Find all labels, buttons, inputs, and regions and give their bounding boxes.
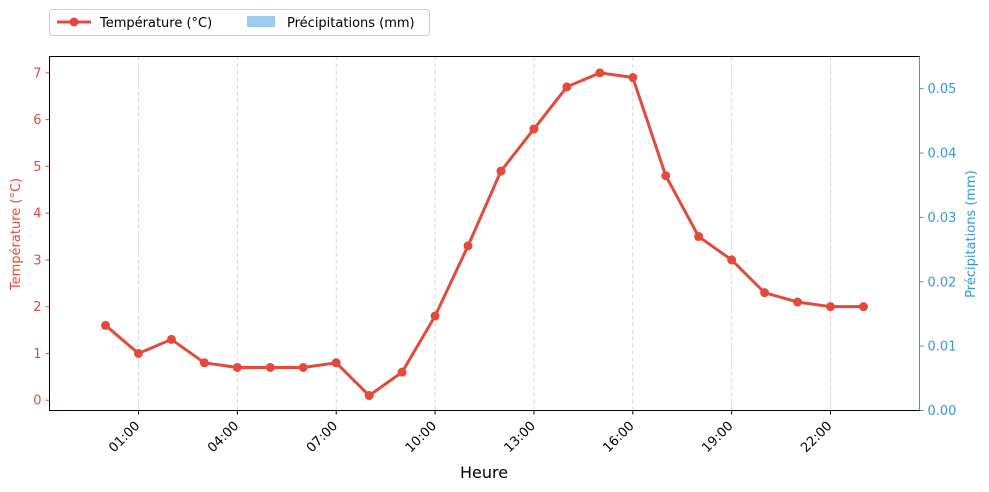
temperature-point bbox=[760, 288, 770, 298]
temperature-point bbox=[397, 367, 407, 377]
left-tick-label: 0 bbox=[33, 394, 41, 409]
x-tick-label: 01:00 bbox=[106, 419, 143, 456]
left-tick-label: 2 bbox=[33, 300, 41, 315]
left-tick-label: 5 bbox=[33, 160, 41, 175]
x-tick-label: 13:00 bbox=[502, 419, 539, 456]
right-tick-label: 0.01 bbox=[928, 340, 957, 355]
temperature-point bbox=[199, 358, 209, 368]
temperature-series bbox=[101, 68, 868, 401]
temperature-point bbox=[858, 302, 868, 312]
temperature-point bbox=[133, 348, 143, 358]
x-axis-ticks: 01:00 04:00 07:00 10:00 13:00 16:00 19:00 22:00 bbox=[106, 410, 835, 456]
x-tick-label: 10:00 bbox=[403, 419, 440, 456]
left-tick-label: 6 bbox=[33, 113, 41, 128]
left-axis-title: Température (°C) bbox=[9, 178, 24, 291]
legend-temp-marker-icon bbox=[69, 17, 79, 27]
right-tick-label: 0.02 bbox=[928, 275, 957, 290]
legend-precip-label: Précipitations (mm) bbox=[287, 16, 415, 31]
right-axis-ticks: 0.00 0.01 0.02 0.03 0.04 0.05 bbox=[919, 82, 957, 419]
left-tick-label: 1 bbox=[33, 347, 41, 362]
x-axis-title: Heure bbox=[460, 463, 508, 482]
temperature-point bbox=[595, 68, 605, 78]
temperature-point bbox=[232, 362, 242, 372]
left-tick-label: 7 bbox=[33, 66, 41, 81]
x-tick-label: 16:00 bbox=[601, 419, 638, 456]
right-tick-label: 0.05 bbox=[928, 82, 957, 97]
temperature-point bbox=[298, 362, 308, 372]
legend-temp-label: Température (°C) bbox=[99, 16, 212, 31]
temperature-point bbox=[331, 358, 341, 368]
temperature-point bbox=[727, 255, 737, 265]
legend: Température (°C) Précipitations (mm) bbox=[49, 9, 430, 36]
x-grid bbox=[138, 56, 831, 411]
right-tick-label: 0.03 bbox=[928, 211, 957, 226]
temperature-point bbox=[628, 73, 638, 83]
plot-frame bbox=[49, 56, 920, 411]
temperature-line bbox=[104, 71, 864, 398]
temperature-point bbox=[265, 362, 275, 372]
temperature-point bbox=[694, 232, 704, 242]
left-tick-label: 3 bbox=[33, 253, 41, 268]
temperature-point bbox=[562, 82, 572, 92]
temperature-point bbox=[364, 391, 374, 401]
temperature-point bbox=[793, 297, 803, 307]
legend-frame bbox=[49, 9, 430, 36]
x-tick-label: 04:00 bbox=[205, 419, 242, 456]
right-tick-label: 0.00 bbox=[928, 404, 957, 419]
right-tick-label: 0.04 bbox=[928, 147, 957, 162]
right-axis-title: Précipitations (mm) bbox=[964, 170, 979, 298]
left-axis-ticks: 0 1 2 3 4 5 6 7 bbox=[33, 66, 50, 409]
x-tick-label: 22:00 bbox=[798, 419, 835, 456]
x-tick-label: 19:00 bbox=[699, 419, 736, 456]
temperature-point bbox=[430, 311, 440, 321]
left-tick-label: 4 bbox=[33, 207, 41, 222]
temperature-point bbox=[496, 166, 506, 176]
temperature-point bbox=[661, 171, 671, 181]
temperature-point bbox=[826, 302, 836, 312]
x-tick-label: 07:00 bbox=[304, 419, 341, 456]
temperature-point bbox=[463, 241, 473, 251]
temperature-point bbox=[529, 124, 539, 134]
temperature-point bbox=[101, 320, 111, 330]
temperature-point bbox=[166, 334, 176, 344]
legend-precip-swatch-icon bbox=[247, 16, 275, 27]
